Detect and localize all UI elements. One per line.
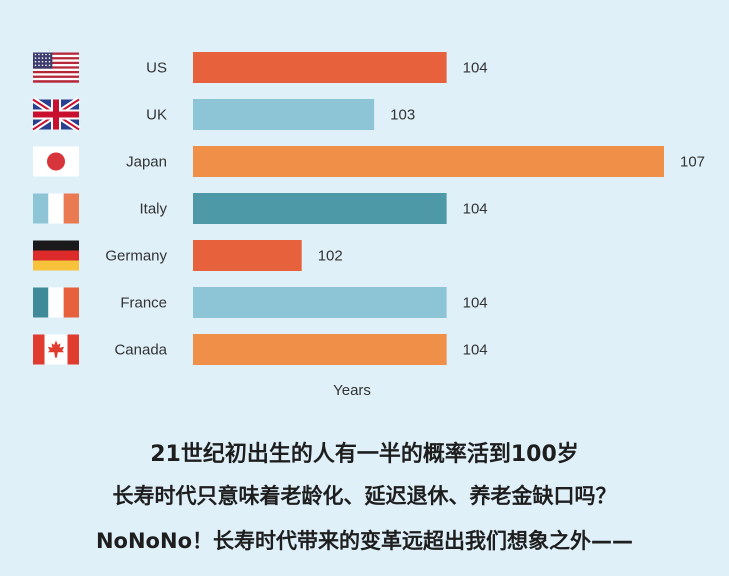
category-label: Italy [139, 201, 167, 218]
value-label: 104 [463, 295, 488, 312]
category-label: France [120, 295, 167, 312]
bar-germany [193, 240, 302, 271]
us-flag-icon [33, 52, 79, 83]
category-label: Japan [126, 154, 167, 171]
bar-italy [193, 193, 447, 224]
value-label: 103 [390, 107, 415, 124]
bar-us [193, 52, 447, 83]
life-expectancy-bar-chart: US 104 UK 103 Japan 107 Italy 104 Germany 102 Fran… [31, 52, 705, 399]
category-label: UK [146, 107, 167, 124]
x-axis-label: Years [333, 382, 371, 399]
uk-flag-icon [31, 96, 81, 133]
italy-flag-icon [33, 193, 79, 224]
caption-line-3: NoNoNo！长寿时代带来的变革远超出我们想象之外—— [95, 529, 633, 553]
bar-uk [193, 99, 375, 130]
value-label: 104 [463, 201, 488, 218]
france-flag-icon [33, 287, 79, 318]
caption-line-1: 21世纪初出生的人有一半的概率活到100岁 [150, 442, 579, 467]
category-label: Canada [114, 342, 167, 359]
caption-line-2: 长寿时代只意味着老龄化、延迟退休、养老金缺口吗？ [112, 484, 617, 508]
bar-japan [193, 146, 664, 177]
value-label: 107 [680, 154, 705, 171]
bar-canada [193, 334, 447, 365]
bar-france [193, 287, 447, 318]
value-label: 102 [318, 248, 343, 265]
category-label: US [146, 60, 167, 77]
canada-flag-icon [33, 334, 79, 365]
germany-flag-icon [33, 240, 79, 271]
category-label: Germany [105, 248, 167, 265]
value-label: 104 [463, 342, 488, 359]
value-label: 104 [463, 60, 488, 77]
japan-flag-icon [33, 146, 79, 177]
